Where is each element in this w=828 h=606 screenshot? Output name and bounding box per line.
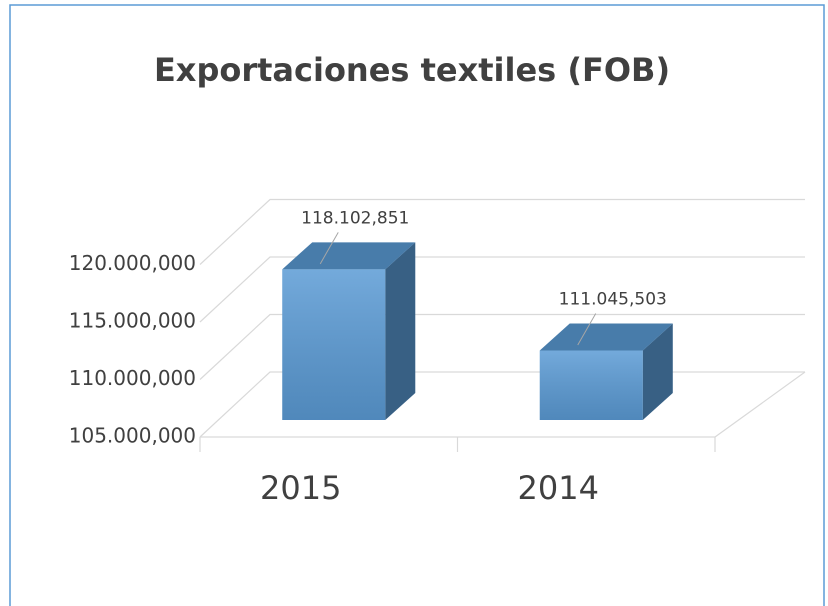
bar-top (282, 242, 416, 270)
bar-top-shade (539, 323, 673, 351)
bar (282, 242, 416, 420)
grid-line (199, 256, 805, 323)
bar-side-shade (642, 323, 673, 420)
x-tick-label: 2014 (518, 469, 599, 507)
leader-line (319, 232, 339, 265)
y-tick-label: 115.000,000 (69, 309, 196, 333)
bar-front-shade (282, 269, 386, 420)
bar-side (642, 323, 673, 420)
grid-line (199, 198, 805, 265)
grid-line (199, 313, 805, 380)
y-tick-label: 105.000,000 (69, 424, 196, 448)
y-tick-label: 110.000,000 (69, 366, 196, 390)
bar (539, 323, 673, 420)
data-label: 118.102,851 (301, 208, 409, 228)
chart-frame (9, 4, 825, 606)
bar-side-shade (385, 242, 416, 420)
y-tick-label: 120.000,000 (69, 251, 196, 275)
bar-front-shade (539, 350, 643, 420)
bar-top (539, 323, 673, 351)
chart-title: Exportaciones textiles (FOB) (154, 51, 670, 89)
leader-line (577, 313, 597, 346)
data-label: 111.045,503 (559, 289, 667, 309)
bar-top-shade (282, 242, 416, 270)
x-tick-label: 2015 (260, 469, 341, 507)
bar-side (385, 242, 416, 420)
